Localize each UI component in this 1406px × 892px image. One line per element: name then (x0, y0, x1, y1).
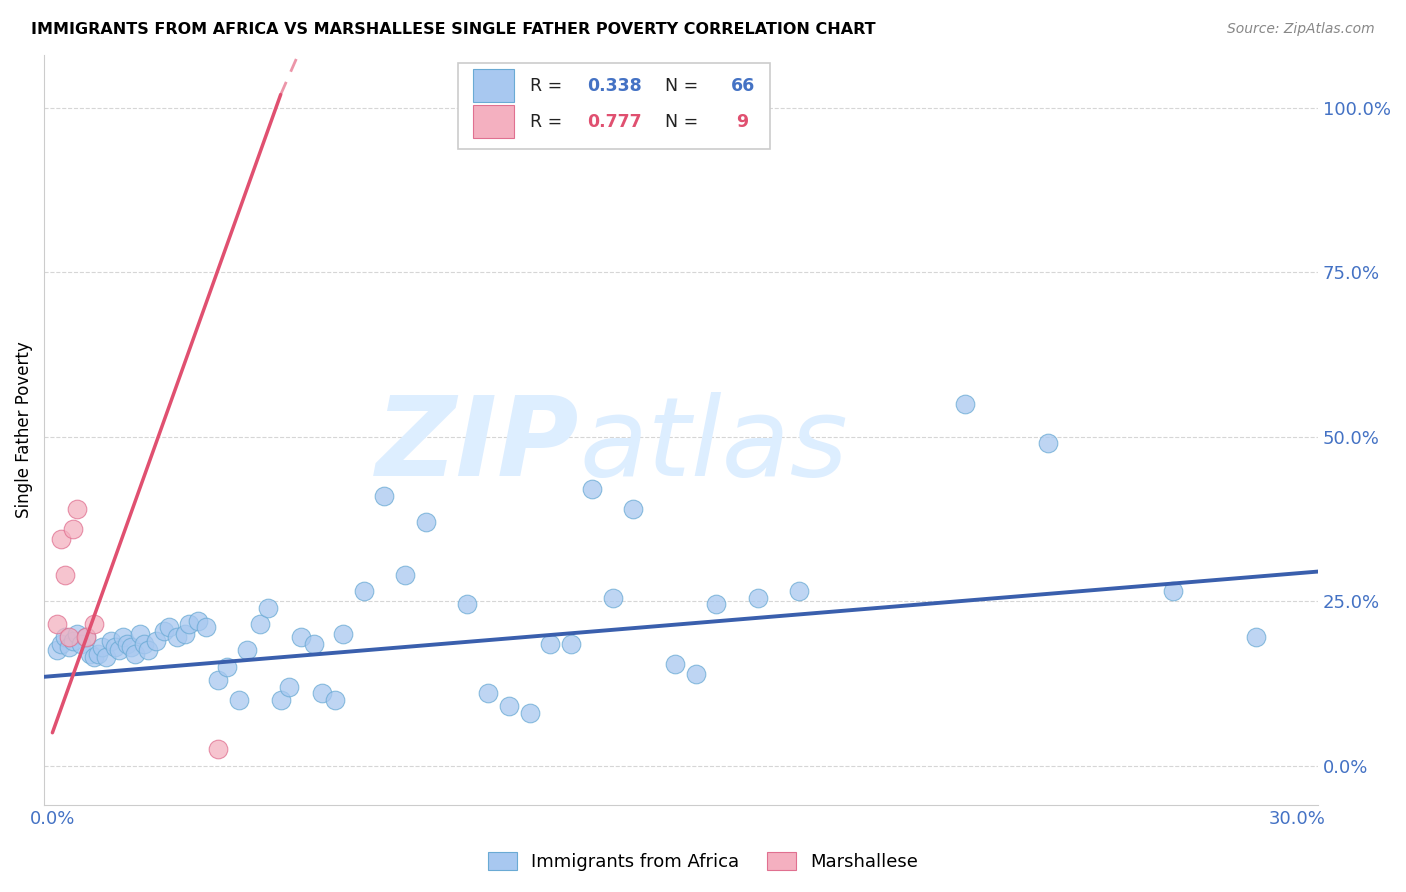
Point (207, 673, 229, 687)
Text: 0.338: 0.338 (586, 77, 641, 95)
Point (75, 630, 97, 644)
Point (302, 637, 325, 651)
Point (96, 650, 118, 665)
Point (58, 640, 80, 655)
FancyBboxPatch shape (474, 105, 515, 137)
Text: 66: 66 (731, 77, 755, 95)
Text: atlas: atlas (579, 392, 848, 499)
Point (45, 643, 67, 657)
Point (66, 627, 89, 641)
Point (91, 640, 114, 655)
Point (1161, 584, 1184, 599)
Point (323, 693, 346, 707)
Point (685, 666, 707, 681)
Point (66, 502, 89, 516)
Point (79, 647, 101, 661)
Point (249, 617, 271, 632)
Point (187, 614, 209, 628)
Text: IMMIGRANTS FROM AFRICA VS MARSHALLESE SINGLE FATHER POVERTY CORRELATION CHART: IMMIGRANTS FROM AFRICA VS MARSHALLESE SI… (31, 22, 876, 37)
Point (120, 640, 142, 655)
Point (394, 567, 416, 582)
Point (124, 647, 146, 661)
Point (153, 624, 176, 638)
FancyBboxPatch shape (474, 70, 515, 102)
Point (353, 584, 375, 599)
Point (166, 630, 188, 644)
Point (157, 620, 180, 634)
Legend: Immigrants from Africa, Marshallese: Immigrants from Africa, Marshallese (481, 846, 925, 879)
Text: Source: ZipAtlas.com: Source: ZipAtlas.com (1227, 22, 1375, 37)
Point (477, 686, 499, 700)
Point (136, 643, 159, 657)
Point (87, 647, 110, 661)
Point (581, 483, 603, 497)
Point (257, 600, 280, 615)
Point (62, 522, 84, 536)
Point (174, 627, 197, 641)
Point (115, 637, 138, 651)
FancyBboxPatch shape (458, 62, 770, 149)
Point (228, 693, 250, 707)
Point (49, 532, 72, 546)
Point (111, 630, 134, 644)
Point (747, 591, 769, 605)
Point (290, 630, 312, 644)
Point (621, 502, 644, 516)
Point (215, 660, 238, 674)
Point (278, 680, 301, 694)
Point (236, 643, 259, 657)
Point (83, 650, 105, 665)
Point (519, 706, 541, 720)
Text: N =: N = (654, 112, 704, 130)
Text: 0.777: 0.777 (586, 112, 641, 130)
Point (75, 630, 97, 644)
Point (108, 643, 131, 657)
Point (456, 598, 478, 612)
Point (955, 397, 977, 411)
Text: 9: 9 (731, 112, 749, 130)
Point (100, 633, 122, 648)
Point (538, 637, 561, 651)
Point (270, 693, 292, 707)
Text: ZIP: ZIP (375, 392, 579, 499)
Point (560, 637, 582, 651)
Text: R =: R = (530, 77, 567, 95)
Point (53, 630, 76, 644)
Y-axis label: Single Father Poverty: Single Father Poverty (15, 342, 32, 518)
Point (498, 699, 520, 714)
Point (415, 515, 437, 529)
Point (332, 627, 354, 641)
Point (311, 686, 333, 700)
Point (49, 637, 72, 651)
Point (207, 742, 229, 756)
Point (70, 637, 93, 651)
Point (132, 637, 155, 651)
Point (83, 617, 105, 632)
Point (602, 591, 624, 605)
Text: N =: N = (654, 77, 704, 95)
Point (1038, 436, 1060, 450)
Point (45, 617, 67, 632)
Point (104, 640, 127, 655)
Point (664, 657, 686, 671)
Point (53, 567, 76, 582)
Point (128, 627, 150, 641)
Point (706, 598, 728, 612)
Point (145, 633, 167, 648)
Point (194, 620, 217, 634)
Text: R =: R = (530, 112, 567, 130)
Point (373, 489, 395, 503)
Point (179, 617, 201, 632)
Point (789, 584, 811, 599)
Point (62, 633, 84, 648)
Point (58, 630, 80, 644)
Point (1244, 630, 1267, 644)
